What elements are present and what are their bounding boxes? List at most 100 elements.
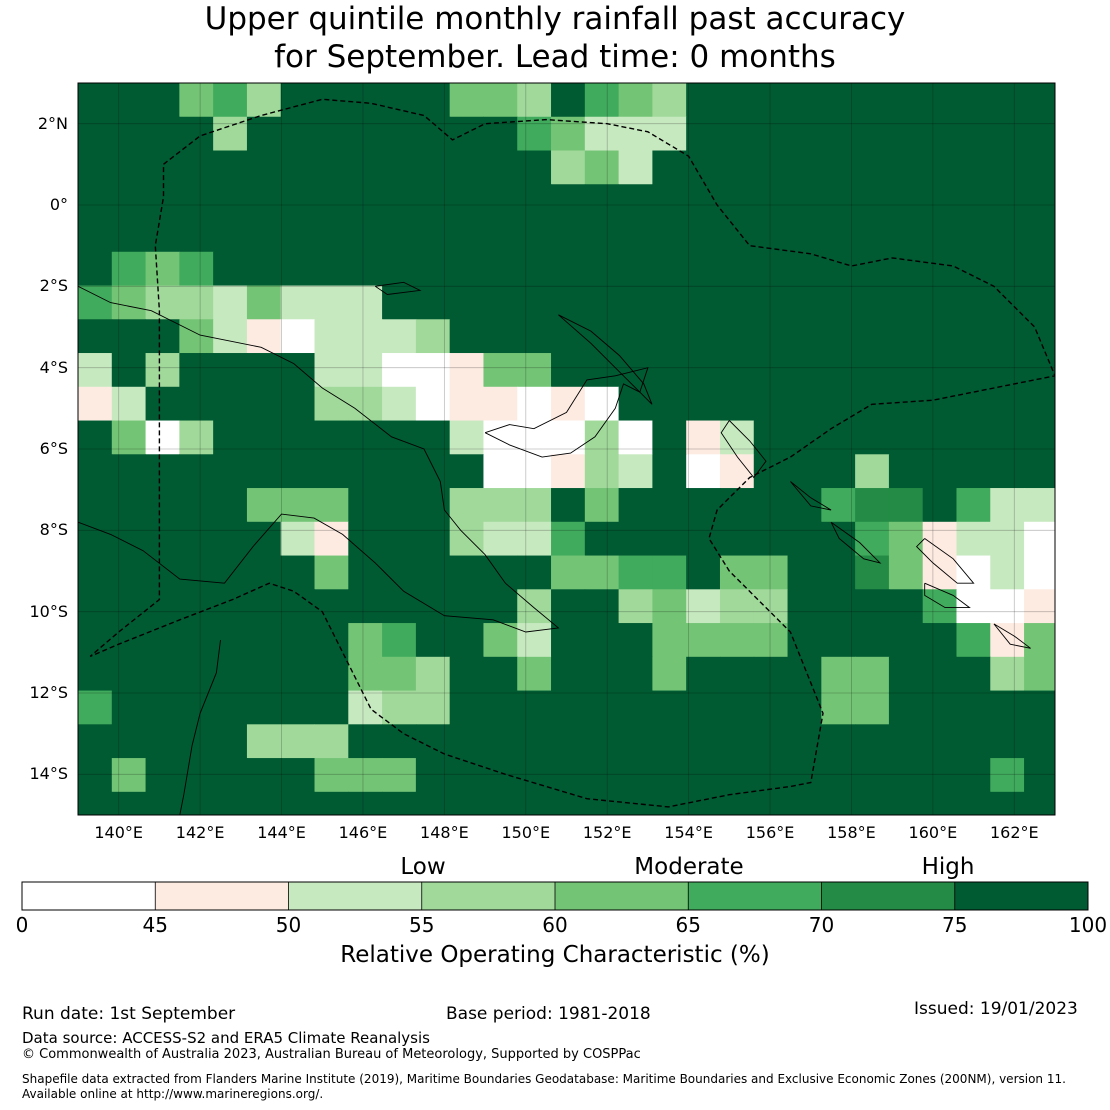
- grid-cell: [686, 251, 721, 287]
- latitude-label: 8°S: [39, 520, 68, 540]
- grid-cell: [517, 791, 552, 815]
- colorbar-segments: [22, 882, 1089, 910]
- grid-cell: [246, 791, 282, 815]
- grid-cell: [111, 251, 147, 287]
- grid-cell: [246, 150, 282, 185]
- colorbar-segment: [155, 882, 289, 910]
- grid-cell: [382, 589, 417, 624]
- grid-cell: [1024, 285, 1055, 320]
- grid-cell: [111, 83, 147, 118]
- grid-cell: [382, 488, 417, 523]
- grid-cell: [348, 184, 383, 219]
- grid-cell: [551, 488, 586, 523]
- grid-cell: [145, 521, 180, 557]
- grid-cell: [517, 353, 552, 388]
- grid-cell: [855, 150, 890, 185]
- grid-cell: [246, 83, 282, 118]
- grid-cell: [382, 386, 417, 422]
- grid-cell: [246, 488, 282, 523]
- grid-cell: [483, 251, 518, 287]
- grid-cell: [584, 724, 620, 759]
- coastline: [720, 420, 767, 479]
- grid-cell: [787, 791, 822, 815]
- grid-cell: [314, 555, 349, 590]
- grid-cell: [990, 184, 1025, 219]
- grid-cell: [348, 386, 383, 422]
- grid-cell: [483, 758, 518, 793]
- colorbar-segment: [555, 882, 689, 910]
- grid-cell: [956, 420, 991, 455]
- grid-cell: [179, 690, 214, 725]
- grid-cell: [652, 656, 687, 692]
- grid-cell: [213, 623, 248, 658]
- grid-cell: [314, 319, 349, 354]
- longitude-label: 142°E: [175, 823, 225, 842]
- grid-cell: [686, 386, 721, 422]
- colorbar: [21, 881, 1089, 911]
- grid-cell: [348, 758, 383, 793]
- grid-cell: [78, 724, 113, 759]
- colorbar-tick-label: 50: [275, 913, 302, 937]
- grid-cell: [213, 420, 248, 455]
- category-low: Low: [400, 854, 446, 880]
- grid-cell: [719, 656, 755, 692]
- grid-cell: [111, 690, 147, 725]
- grid-cell: [719, 758, 755, 793]
- grid-cell: [145, 690, 180, 725]
- grid-cell: [618, 589, 653, 624]
- grid-cell: [551, 589, 586, 624]
- grid-cell: [719, 83, 755, 118]
- grid-cell: [855, 116, 890, 152]
- grid-cell: [348, 488, 383, 523]
- grid-cell: [753, 656, 789, 692]
- grid-cell: [78, 184, 113, 219]
- grid-cell: [990, 116, 1025, 152]
- grid-cell: [551, 184, 586, 219]
- grid-cell: [483, 353, 518, 388]
- grid-cell: [686, 454, 721, 489]
- grid-cell: [855, 353, 890, 388]
- colorbar-segment: [954, 882, 1089, 910]
- grid-cell: [719, 488, 755, 523]
- grid-cell: [888, 83, 924, 118]
- grid-cell: [382, 83, 417, 118]
- grid-cell: [787, 656, 822, 692]
- grid-cell: [753, 285, 789, 320]
- grid-cell: [787, 353, 822, 388]
- grid-cell: [551, 454, 586, 489]
- grid-cell: [922, 251, 957, 287]
- grid-cell: [551, 83, 586, 118]
- grid-cell: [415, 488, 451, 523]
- grid-cell: [652, 251, 687, 287]
- grid-cell: [990, 251, 1025, 287]
- grid-cell: [145, 218, 180, 253]
- grid-cell: [179, 353, 214, 388]
- grid-cell: [584, 353, 620, 388]
- grid-cell: [280, 656, 316, 692]
- grid-cell: [1024, 623, 1055, 658]
- grid-cell: [179, 656, 214, 692]
- grid-cell: [314, 724, 349, 759]
- colorbar-tick-label: 45: [142, 913, 168, 937]
- grid-cell: [483, 386, 518, 422]
- grid-cell: [382, 690, 417, 725]
- grid-cell: [719, 690, 755, 725]
- grid-cell: [821, 386, 856, 422]
- grid-cell: [382, 116, 417, 152]
- grid-cell: [551, 555, 586, 590]
- colorbar-tick-label: 70: [808, 913, 835, 937]
- grid-cell: [449, 488, 484, 523]
- grid-cell: [922, 319, 957, 354]
- grid-cell: [956, 488, 991, 523]
- grid-cell: [956, 386, 991, 422]
- grid-cell: [213, 589, 248, 624]
- grid-cell: [517, 83, 552, 118]
- grid-cell: [111, 386, 147, 422]
- grid-cell: [990, 724, 1025, 759]
- grid-cell: [584, 656, 620, 692]
- grid-cell: [314, 521, 349, 557]
- colorbar-frame: [21, 881, 1089, 911]
- grid-cell: [449, 690, 484, 725]
- grid-cell: [922, 83, 957, 118]
- longitude-label: 148°E: [420, 823, 469, 842]
